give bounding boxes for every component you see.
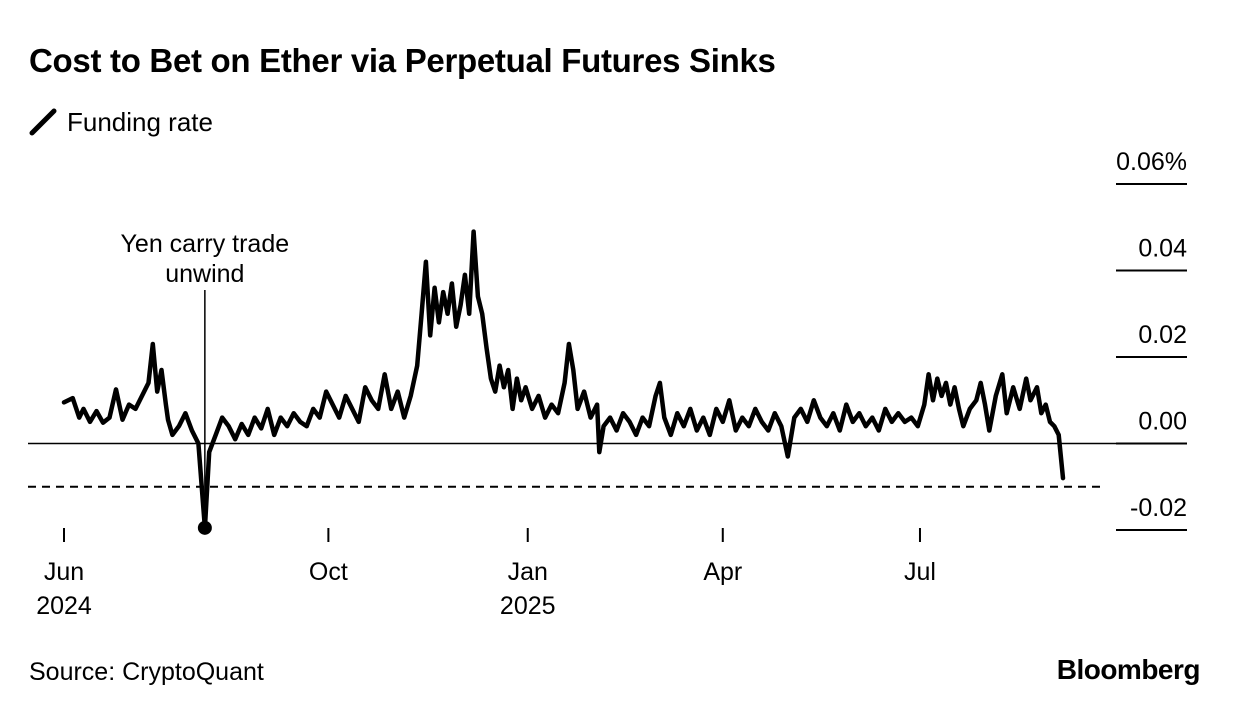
- chart-title: Cost to Bet on Ether via Perpetual Futur…: [29, 42, 776, 79]
- annotation-label: unwind: [165, 260, 244, 288]
- legend-label: Funding rate: [67, 106, 213, 137]
- x-tick-label: Oct: [309, 558, 348, 586]
- x-tick-sublabel: 2024: [36, 592, 92, 620]
- y-tick-label: 0.00: [1138, 408, 1187, 436]
- x-tick-label: Jun: [44, 558, 84, 586]
- y-tick-label: -0.02: [1130, 494, 1187, 522]
- series-line: [61, 229, 1066, 531]
- annotation-label: Yen carry trade: [121, 230, 290, 258]
- y-tick-label: 0.02: [1138, 321, 1187, 349]
- brand-logo: Bloomberg: [1056, 654, 1201, 685]
- x-tick-label: Apr: [703, 558, 742, 586]
- y-tick-label: 0.06%: [1116, 148, 1187, 176]
- x-tick-label: Jan: [508, 558, 548, 586]
- y-tick-label: 0.04: [1138, 235, 1187, 263]
- x-tick-sublabel: 2025: [500, 592, 556, 620]
- source-note: Source: CryptoQuant: [29, 658, 264, 686]
- legend: Funding rate: [29, 106, 213, 138]
- annotation-marker: [197, 520, 212, 535]
- line-swatch-icon: [29, 108, 57, 136]
- x-tick-label: Jul: [904, 558, 936, 586]
